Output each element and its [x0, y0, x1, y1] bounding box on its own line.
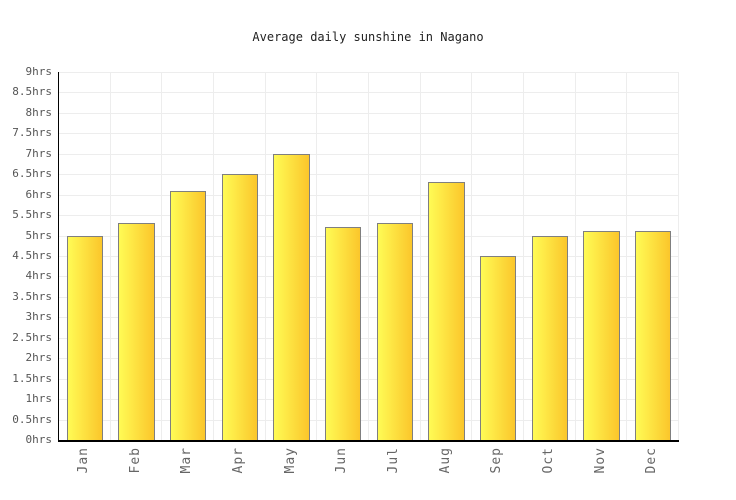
- y-tick-label: 5hrs: [25, 228, 53, 242]
- gridline-horizontal: [59, 133, 679, 135]
- x-tick-label-sep: Sep: [489, 447, 505, 474]
- gridline-horizontal: [59, 256, 679, 257]
- x-tick-label-dec: Dec: [644, 447, 660, 474]
- gridline-vertical: [574, 72, 576, 440]
- gridline-vertical: [264, 72, 266, 440]
- x-tick-label-nov: Nov: [592, 447, 608, 474]
- bar-apr: [221, 174, 258, 440]
- x-tick-label-apr: Apr: [230, 447, 246, 474]
- gridline-vertical: [523, 72, 524, 440]
- y-tick-label: 6.5hrs: [12, 167, 52, 181]
- y-tick-label: 1.5hrs: [12, 371, 52, 385]
- y-tick-label: 1hrs: [25, 392, 53, 406]
- x-tick-label-jul: Jul: [385, 447, 401, 474]
- y-tick-label: 8.5hrs: [12, 85, 52, 99]
- gridline-vertical: [626, 72, 628, 440]
- bar-mar: [170, 190, 207, 440]
- gridline-horizontal: [59, 153, 679, 155]
- x-tick-label-jan: Jan: [75, 447, 91, 474]
- bar-may: [273, 153, 310, 440]
- x-tick-label-may: May: [282, 447, 298, 474]
- x-tick-label-feb: Feb: [127, 447, 143, 474]
- bar-aug: [428, 182, 465, 440]
- y-tick-label: 0hrs: [25, 433, 53, 446]
- gridline-vertical: [678, 72, 679, 440]
- gridline-vertical: [316, 72, 318, 440]
- y-tick-label: 3.5hrs: [12, 289, 52, 303]
- bar-oct: [531, 235, 568, 440]
- y-tick-label: 0.5hrs: [12, 412, 52, 426]
- bar-dec: [635, 231, 672, 440]
- gridline-horizontal: [59, 194, 679, 196]
- gridline-horizontal: [59, 112, 679, 114]
- gridline-vertical: [419, 72, 421, 440]
- plot-area: [58, 72, 679, 442]
- gridline-horizontal: [59, 358, 679, 360]
- bar-sep: [480, 256, 517, 440]
- y-tick-label: 3hrs: [25, 310, 53, 324]
- gridline-horizontal: [59, 317, 679, 319]
- gridline-vertical: [213, 72, 214, 440]
- bar-feb: [118, 223, 155, 440]
- gridline-vertical: [471, 72, 473, 440]
- gridline-horizontal: [59, 72, 679, 73]
- y-tick-label: 2.5hrs: [12, 330, 52, 344]
- gridline-vertical: [368, 72, 369, 440]
- gridline-horizontal: [59, 337, 679, 339]
- y-tick-label: 9hrs: [25, 65, 53, 78]
- x-tick-label-mar: Mar: [179, 447, 195, 474]
- chart-title: Average daily sunshine in Nagano: [252, 30, 484, 44]
- x-tick-label-aug: Aug: [437, 447, 453, 474]
- bar-nov: [583, 231, 620, 440]
- gridline-horizontal: [59, 419, 679, 421]
- gridline-vertical: [109, 72, 111, 440]
- gridline-horizontal: [59, 92, 679, 94]
- y-tick-label: 8hrs: [25, 105, 53, 119]
- gridline-horizontal: [59, 235, 679, 237]
- y-tick-label: 2hrs: [25, 351, 53, 365]
- y-tick-label: 7hrs: [25, 146, 53, 160]
- y-tick-label: 7.5hrs: [12, 126, 52, 140]
- y-tick-label: 6hrs: [25, 187, 53, 201]
- y-tick-label: 4.5hrs: [12, 249, 52, 262]
- x-tick-label-oct: Oct: [540, 447, 556, 474]
- y-tick-label: 4hrs: [25, 269, 53, 283]
- bar-jun: [325, 227, 362, 440]
- gridline-vertical: [161, 72, 163, 440]
- gridline-horizontal: [59, 174, 679, 176]
- gridline-horizontal: [59, 276, 679, 278]
- gridline-horizontal: [59, 215, 679, 217]
- bar-jan: [66, 235, 103, 440]
- gridline-horizontal: [59, 378, 679, 380]
- x-tick-label-jun: Jun: [334, 447, 350, 474]
- gridline-horizontal: [59, 399, 679, 401]
- y-tick-label: 5.5hrs: [12, 208, 52, 222]
- gridline-horizontal: [59, 296, 679, 298]
- bar-jul: [376, 223, 413, 440]
